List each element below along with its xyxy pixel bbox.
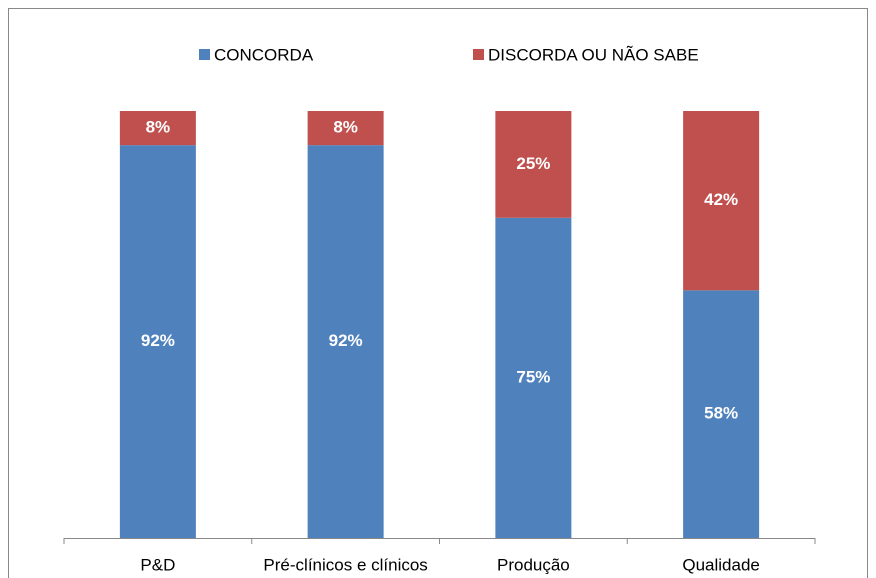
- x-tick-label: Produção: [497, 555, 570, 574]
- data-label: 75%: [516, 367, 550, 386]
- bar-segment: [683, 290, 760, 538]
- bar-segment: [495, 111, 572, 218]
- x-tick-label: Pré-clínicos e clínicos: [263, 555, 427, 574]
- bar-segment: [495, 217, 572, 538]
- data-label: 42%: [704, 190, 738, 209]
- bar-segment: [683, 111, 760, 291]
- x-tick-label: P&D: [140, 555, 175, 574]
- bar-segment: [307, 111, 384, 146]
- bar-segment: [119, 145, 196, 538]
- chart-border: [8, 8, 868, 578]
- data-label: 25%: [516, 154, 550, 173]
- legend-label: DISCORDA OU NÃO SABE: [488, 45, 699, 64]
- data-label: 8%: [146, 118, 171, 137]
- bar-segment: [119, 111, 196, 146]
- data-label: 8%: [333, 118, 358, 137]
- legend-swatch: [473, 49, 484, 60]
- data-label: 92%: [329, 331, 363, 350]
- legend-label: CONCORDA: [214, 45, 314, 64]
- legend-swatch: [199, 49, 210, 60]
- data-label: 92%: [141, 331, 175, 350]
- bar-segment: [307, 145, 384, 538]
- data-label: 58%: [704, 404, 738, 423]
- x-tick-label: Qualidade: [682, 555, 760, 574]
